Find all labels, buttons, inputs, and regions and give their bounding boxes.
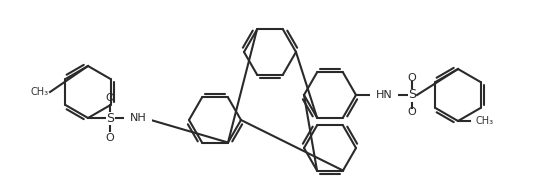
Text: CH₃: CH₃	[476, 116, 494, 126]
Text: O: O	[408, 73, 416, 83]
Text: O: O	[408, 107, 416, 117]
Text: S: S	[106, 112, 114, 125]
Text: NH: NH	[130, 113, 147, 123]
Text: O: O	[106, 93, 115, 103]
Text: CH₃: CH₃	[31, 87, 49, 97]
Text: HN: HN	[376, 90, 392, 100]
Text: O: O	[106, 133, 115, 143]
Text: S: S	[408, 89, 416, 102]
